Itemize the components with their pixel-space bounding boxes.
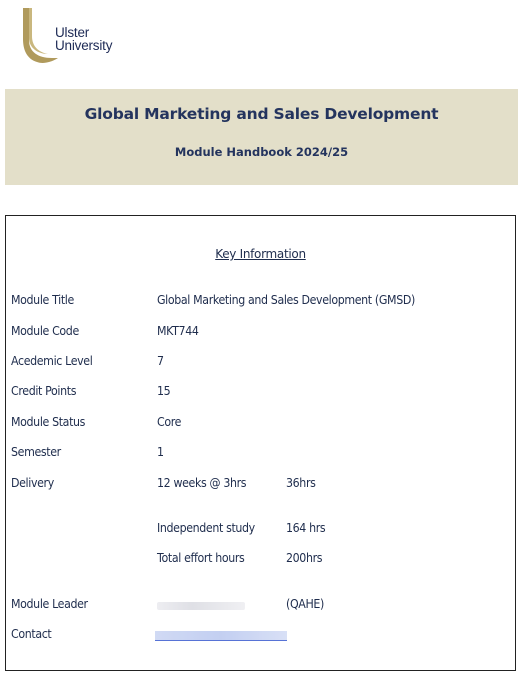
key-information-box: Key Information Module Title Global Mark… (5, 215, 516, 671)
row-label-contact: Contact (11, 627, 52, 641)
row-value-independent-study: Independent study (157, 521, 255, 535)
redacted-contact-email-link[interactable] (155, 631, 287, 641)
logo-line-2: University (55, 38, 113, 53)
row-label-academic-level: Acedemic Level (11, 354, 93, 368)
logo-crescent-icon (23, 8, 58, 63)
row-label-module-leader: Module Leader (11, 597, 88, 611)
row-value-total-effort-hours: 200hrs (286, 551, 323, 565)
row-value-credit-points: 15 (157, 384, 171, 398)
row-label-module-status: Module Status (11, 415, 86, 429)
row-value-delivery-hours: 36hrs (286, 476, 316, 490)
row-value-total-effort: Total effort hours (157, 551, 245, 565)
logo-wordmark: Ulster University (55, 25, 113, 53)
row-label-module-code: Module Code (11, 324, 79, 338)
ulster-university-logo: Ulster University (20, 6, 130, 64)
row-value-module-status: Core (157, 415, 182, 429)
redacted-leader-name (157, 602, 245, 610)
title-banner: Global Marketing and Sales Development M… (5, 89, 518, 185)
row-value-independent-study-hours: 164 hrs (286, 521, 326, 535)
row-value-module-leader-affiliation: (QAHE) (286, 597, 324, 611)
module-title-heading: Global Marketing and Sales Development (84, 105, 439, 123)
handbook-subtitle: Module Handbook 2024/25 (174, 145, 349, 159)
row-value-module-title: Global Marketing and Sales Development (… (157, 293, 415, 307)
row-value-academic-level: 7 (157, 354, 164, 368)
row-value-semester: 1 (157, 445, 164, 459)
row-label-module-title: Module Title (11, 293, 74, 307)
row-value-module-code: MKT744 (157, 324, 199, 338)
row-label-credit-points: Credit Points (11, 384, 77, 398)
row-value-delivery: 12 weeks @ 3hrs (157, 476, 247, 490)
row-label-semester: Semester (11, 445, 61, 459)
row-label-delivery: Delivery (11, 476, 54, 490)
logo-line-1: Ulster (55, 25, 90, 40)
key-information-heading: Key Information (215, 247, 306, 261)
